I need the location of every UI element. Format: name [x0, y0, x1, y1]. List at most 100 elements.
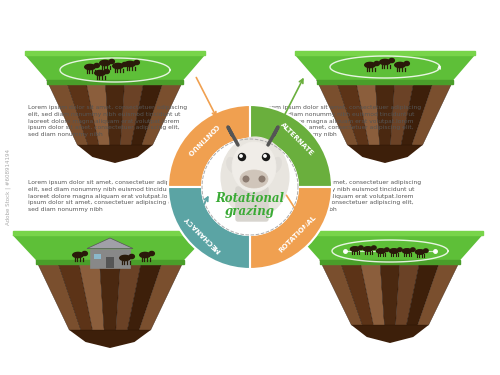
- Polygon shape: [100, 260, 120, 330]
- Ellipse shape: [384, 248, 389, 252]
- Polygon shape: [336, 80, 369, 145]
- Circle shape: [264, 155, 266, 157]
- Bar: [90, 249, 130, 268]
- Ellipse shape: [395, 62, 405, 68]
- Polygon shape: [380, 260, 400, 325]
- Ellipse shape: [404, 62, 409, 66]
- Ellipse shape: [113, 63, 123, 69]
- Text: CONTINUO: CONTINUO: [186, 123, 220, 157]
- Text: Adobe Stock | #608914194: Adobe Stock | #608914194: [5, 149, 11, 225]
- Polygon shape: [390, 80, 414, 145]
- Polygon shape: [78, 260, 104, 330]
- Wedge shape: [168, 187, 250, 269]
- Text: Rotational: Rotational: [216, 192, 284, 206]
- Polygon shape: [12, 235, 207, 260]
- Ellipse shape: [125, 62, 135, 67]
- Polygon shape: [375, 80, 395, 145]
- FancyBboxPatch shape: [236, 187, 268, 221]
- Ellipse shape: [82, 251, 87, 256]
- Bar: [94, 254, 101, 259]
- Ellipse shape: [380, 59, 390, 64]
- Polygon shape: [356, 80, 380, 145]
- Polygon shape: [78, 145, 152, 163]
- Bar: [106, 256, 114, 268]
- Ellipse shape: [402, 249, 411, 253]
- Polygon shape: [348, 145, 422, 163]
- Text: grazing: grazing: [225, 204, 275, 218]
- Wedge shape: [250, 105, 332, 187]
- Polygon shape: [412, 80, 454, 145]
- Ellipse shape: [376, 249, 386, 253]
- Ellipse shape: [73, 252, 83, 258]
- Ellipse shape: [129, 254, 134, 259]
- Polygon shape: [131, 80, 164, 145]
- Ellipse shape: [270, 157, 281, 173]
- Ellipse shape: [364, 247, 372, 251]
- Ellipse shape: [122, 62, 128, 67]
- Polygon shape: [295, 55, 475, 80]
- Circle shape: [243, 176, 249, 182]
- Polygon shape: [401, 80, 434, 145]
- Ellipse shape: [120, 255, 130, 261]
- Polygon shape: [142, 80, 184, 145]
- Polygon shape: [320, 260, 362, 325]
- Ellipse shape: [410, 248, 415, 252]
- Ellipse shape: [104, 69, 110, 74]
- Circle shape: [202, 139, 298, 235]
- Polygon shape: [36, 260, 81, 330]
- Polygon shape: [128, 260, 163, 330]
- Wedge shape: [168, 105, 250, 187]
- Polygon shape: [316, 80, 454, 84]
- Text: Lorem ipsum dolor sit amet, consectetuer adipiscing
elit, sed diam nonummy nibh : Lorem ipsum dolor sit amet, consectetuer…: [28, 105, 187, 137]
- Ellipse shape: [232, 142, 276, 192]
- Polygon shape: [139, 260, 184, 330]
- Polygon shape: [298, 235, 482, 260]
- Circle shape: [238, 153, 246, 160]
- Polygon shape: [295, 51, 475, 55]
- Polygon shape: [86, 80, 110, 145]
- Polygon shape: [12, 231, 207, 235]
- Ellipse shape: [85, 64, 95, 70]
- Polygon shape: [87, 238, 133, 249]
- Polygon shape: [116, 260, 142, 330]
- Ellipse shape: [365, 62, 375, 68]
- Ellipse shape: [109, 59, 114, 63]
- Polygon shape: [418, 260, 461, 325]
- Text: MECHANACY: MECHANACY: [183, 215, 222, 254]
- Ellipse shape: [390, 249, 398, 253]
- Circle shape: [259, 176, 265, 182]
- Ellipse shape: [416, 250, 424, 254]
- Polygon shape: [320, 260, 460, 264]
- Ellipse shape: [134, 60, 140, 64]
- Polygon shape: [120, 80, 144, 145]
- Polygon shape: [46, 80, 88, 145]
- Ellipse shape: [424, 249, 428, 252]
- Ellipse shape: [374, 62, 380, 66]
- Circle shape: [240, 155, 242, 157]
- Wedge shape: [250, 187, 332, 269]
- Polygon shape: [25, 51, 205, 55]
- Text: ROTATIONAL: ROTATIONAL: [278, 214, 317, 254]
- Ellipse shape: [350, 247, 360, 251]
- Polygon shape: [46, 80, 184, 84]
- Ellipse shape: [240, 170, 268, 188]
- Ellipse shape: [226, 157, 237, 173]
- Polygon shape: [66, 80, 99, 145]
- Polygon shape: [340, 260, 374, 325]
- Text: Lorem ipsum dolor sit amet, consectetuer adipiscing
elit, sed diam nonummy nibh : Lorem ipsum dolor sit amet, consectetuer…: [28, 180, 187, 212]
- Ellipse shape: [94, 63, 100, 68]
- Polygon shape: [360, 260, 384, 325]
- Ellipse shape: [372, 246, 376, 249]
- Polygon shape: [36, 260, 184, 264]
- Polygon shape: [105, 80, 125, 145]
- Polygon shape: [25, 55, 205, 80]
- Ellipse shape: [398, 248, 402, 252]
- Ellipse shape: [358, 246, 363, 249]
- Polygon shape: [69, 330, 151, 348]
- Ellipse shape: [149, 251, 154, 256]
- Text: Lorem ipsum dolor sit amet, consectetuer adipiscing
elit, sed diam nonummy nibh : Lorem ipsum dolor sit amet, consectetuer…: [262, 105, 421, 137]
- Ellipse shape: [95, 70, 105, 76]
- Polygon shape: [316, 80, 358, 145]
- Ellipse shape: [221, 137, 289, 217]
- Text: ALTERNATE: ALTERNATE: [280, 122, 315, 158]
